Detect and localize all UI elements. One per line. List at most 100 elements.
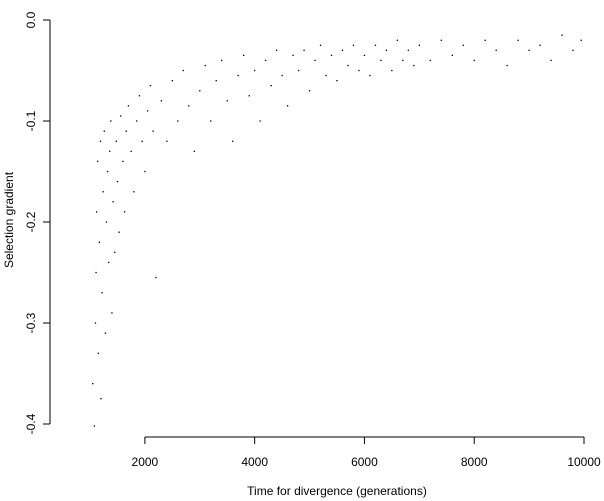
data-point (109, 150, 111, 153)
data-point (380, 59, 382, 62)
data-point (358, 69, 360, 72)
data-point (215, 79, 217, 82)
x-axis-label: Time for divergence (generations) (247, 484, 427, 498)
data-point (248, 95, 250, 97)
data-point (112, 201, 114, 203)
data-point (91, 382, 94, 385)
data-point (123, 211, 126, 213)
data-point (96, 160, 99, 163)
data-point (281, 74, 283, 77)
data-point (141, 140, 143, 142)
data-point (113, 251, 116, 254)
axes: 2000 4000 6000 8000 10000 0.0 -0.1 -0.2 -0.3 -0.… (24, 11, 601, 469)
data-point (231, 140, 234, 142)
data-point (146, 110, 149, 112)
data-point (116, 180, 119, 183)
data-point (135, 120, 138, 122)
data-point (93, 425, 96, 427)
data-point (385, 49, 388, 52)
data-point (253, 69, 256, 72)
data-point (528, 49, 530, 52)
data-point (495, 49, 497, 52)
data-point (352, 44, 355, 46)
data-point (314, 59, 316, 62)
x-tick-label: 4000 (241, 455, 268, 469)
data-point (506, 64, 508, 67)
data-point (330, 54, 333, 57)
y-tick-label: -0.4 (24, 413, 38, 434)
data-point (115, 140, 118, 142)
data-point (473, 59, 475, 62)
data-point (237, 74, 239, 77)
data-point (188, 105, 190, 107)
data-point (429, 59, 432, 62)
data-point (407, 49, 410, 52)
data-point (166, 140, 168, 142)
data-point (451, 54, 454, 57)
data-point (118, 231, 120, 233)
data-point (418, 44, 421, 46)
data-point (363, 54, 366, 57)
data-point (204, 64, 207, 67)
data-point (107, 261, 110, 264)
data-point (550, 59, 552, 62)
y-tick-label: -0.2 (24, 211, 38, 232)
data-point (484, 39, 486, 41)
data-point (94, 322, 97, 324)
data-point (130, 150, 132, 153)
data-point (275, 49, 278, 52)
points-layer (91, 34, 583, 427)
data-point (104, 332, 107, 334)
x-tick-label: 10000 (567, 455, 601, 469)
data-point (303, 49, 305, 52)
y-tick-label: 0.0 (24, 11, 38, 28)
x-tick-label: 6000 (351, 455, 378, 469)
y-tick-label: -0.1 (24, 110, 38, 131)
y-axis-label: Selection gradient (2, 171, 16, 268)
data-point (138, 95, 141, 97)
data-point (111, 312, 113, 314)
data-point (402, 59, 404, 62)
data-point (297, 69, 300, 72)
data-point (264, 59, 267, 62)
data-point (133, 190, 135, 193)
y-tick-label: -0.3 (24, 312, 38, 333)
data-point (440, 39, 443, 41)
data-point (319, 44, 322, 46)
data-point (413, 64, 415, 67)
data-point (105, 221, 108, 223)
data-point (336, 79, 338, 82)
data-point (292, 54, 294, 57)
data-point (539, 44, 541, 46)
data-point (99, 140, 102, 142)
x-ticks: 2000 4000 6000 8000 10000 (132, 437, 601, 469)
data-point (226, 100, 228, 102)
data-point (396, 39, 399, 41)
data-point (102, 190, 104, 193)
data-point (100, 398, 102, 400)
data-point (259, 120, 261, 122)
data-point (580, 39, 583, 41)
data-point (369, 74, 371, 77)
data-point (149, 84, 152, 87)
data-point (125, 130, 127, 132)
data-point (101, 291, 103, 294)
data-point (98, 241, 101, 243)
data-point (95, 271, 97, 274)
y-ticks: 0.0 -0.1 -0.2 -0.3 -0.4 (24, 11, 50, 434)
data-point (152, 130, 154, 132)
data-point (155, 276, 157, 279)
data-point (391, 69, 393, 72)
data-point (95, 211, 98, 213)
data-point (270, 84, 272, 87)
data-point (177, 120, 179, 122)
data-point (341, 49, 344, 52)
data-point (220, 59, 223, 62)
data-point (119, 115, 122, 117)
data-point (97, 352, 99, 355)
data-point (127, 105, 130, 107)
data-point (374, 44, 377, 46)
data-point (572, 49, 574, 52)
